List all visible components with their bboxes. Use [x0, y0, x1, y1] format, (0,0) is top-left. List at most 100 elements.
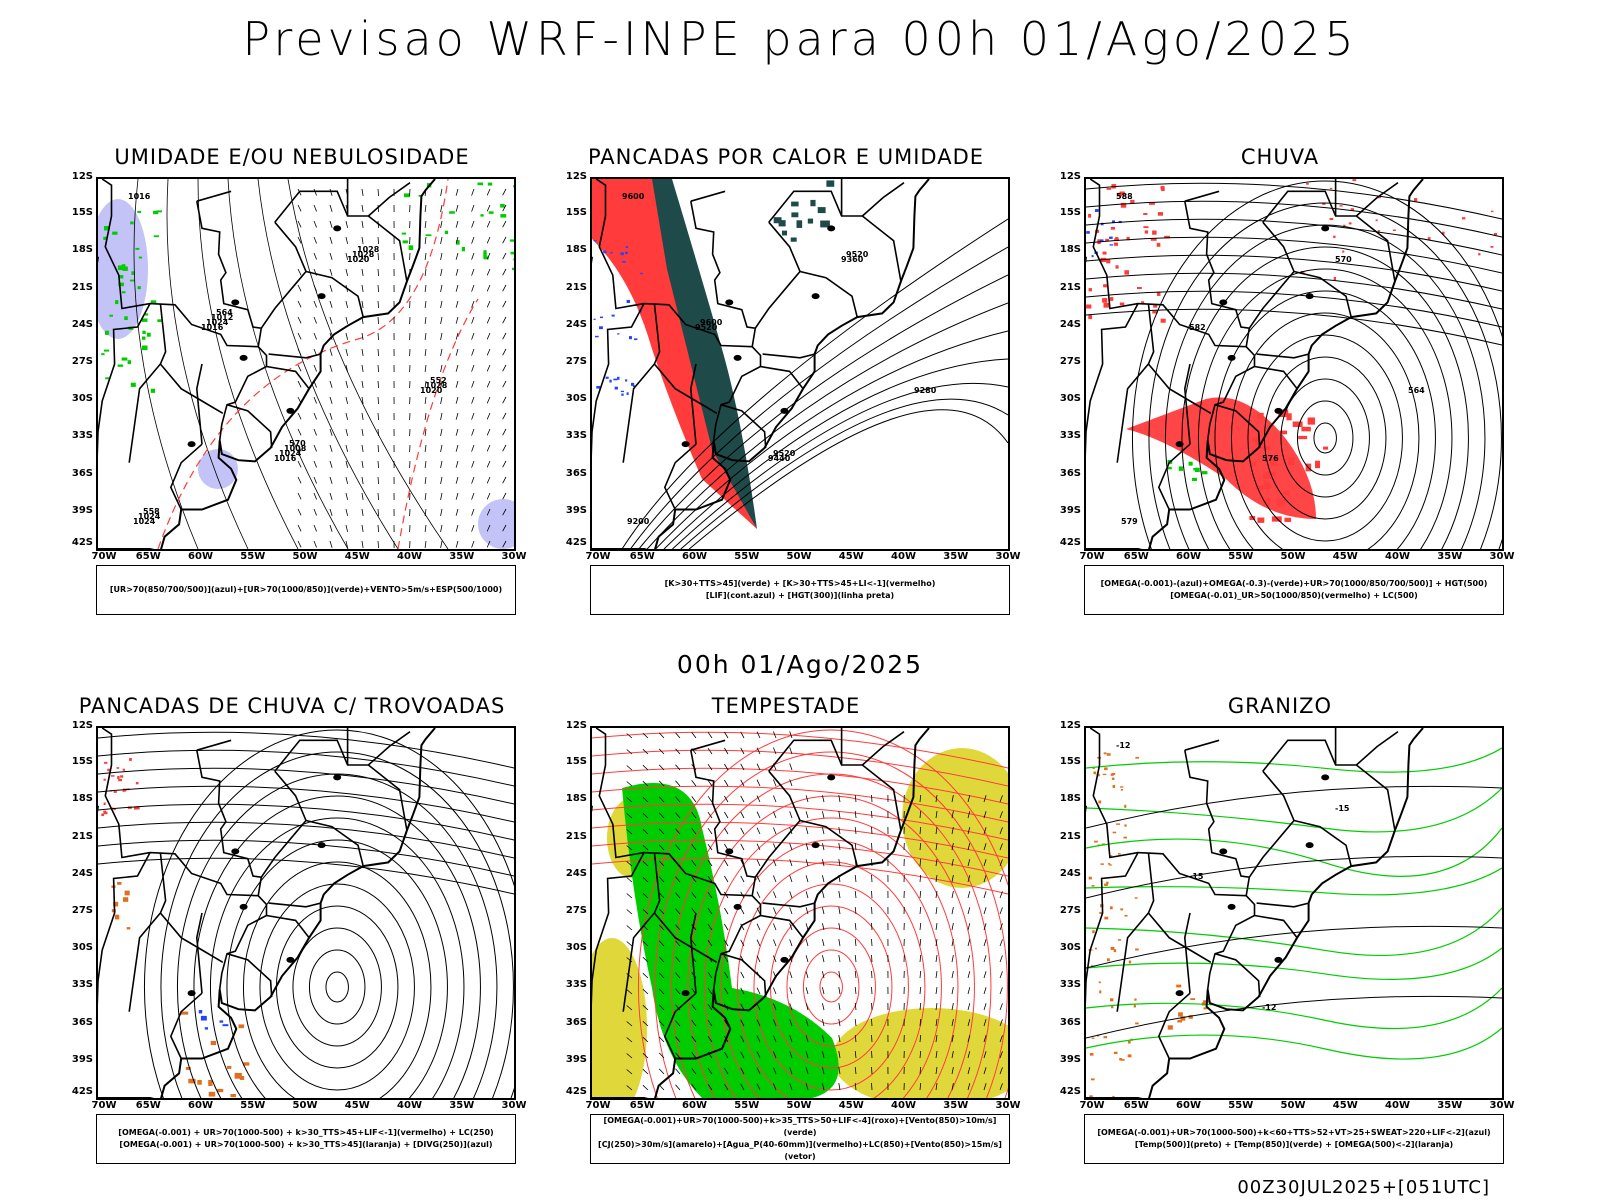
humidity-blue-area [198, 449, 238, 489]
storm-red-patch [103, 802, 106, 806]
wind-arrow [854, 795, 857, 803]
rain-red-patch [1252, 438, 1259, 442]
storm-orange-patch [188, 1078, 196, 1084]
lon-tick-label: 45W [838, 1100, 864, 1111]
streamline [1086, 290, 1502, 328]
wind-arrow [675, 1084, 681, 1091]
wind-arrow [789, 763, 793, 771]
country-border [1183, 912, 1191, 994]
wind-arrow [854, 827, 857, 835]
wind-arrow [740, 1083, 745, 1091]
lake [780, 407, 789, 414]
wind-arrow [440, 540, 443, 548]
lat-tick-label: 33S [1059, 430, 1081, 442]
lon-tick-label: 30W [1489, 551, 1515, 562]
pressure-isobar [687, 795, 975, 1098]
wind-arrow [740, 1067, 745, 1075]
thickness-contour [397, 298, 479, 549]
omega-orange-patch [1089, 1095, 1093, 1098]
pressure-isobar [1296, 400, 1354, 476]
wind-arrow [999, 939, 1003, 947]
omega-orange-patch [1124, 824, 1127, 827]
storm-orange-patch [208, 1091, 216, 1097]
legend-line-1: [OMEGA(-0.001)+UR>70(1000-500)+k<60+TTS>… [1097, 1128, 1491, 1137]
wind-arrow [642, 1068, 649, 1075]
wind-arrow [345, 380, 348, 388]
pressure-isobar [670, 773, 992, 1098]
humidity-green-patch [142, 345, 148, 351]
storm-orange-patch [230, 1094, 236, 1098]
wind-arrow [675, 972, 681, 979]
lif-blue-contour [625, 246, 629, 249]
humidity-green-patch [444, 230, 449, 235]
wind-arrow [805, 971, 809, 979]
streamline [98, 803, 514, 841]
wind-arrow [983, 811, 987, 819]
wind-arrow [967, 987, 971, 995]
wind-arrow [626, 925, 633, 931]
rain-red-patch [1265, 498, 1271, 506]
country-border [226, 952, 273, 997]
rain-blue-patch [1100, 222, 1104, 226]
humidity-green-patch [105, 330, 109, 335]
streamline [592, 767, 1008, 805]
wind-arrow [675, 1036, 681, 1043]
lat-tick-label: 24S [1059, 318, 1081, 330]
rain-red-patch [1106, 259, 1111, 264]
omega-orange-patch [1110, 906, 1113, 910]
latitude-axis: 12S 15S 18S 21S 24S 27S 30S 33S 36S 39S 42S [57, 720, 96, 1100]
wind-arrow [999, 827, 1003, 835]
wind-arrow [805, 859, 809, 867]
country-border [663, 992, 697, 1059]
wind-arrow [838, 1051, 841, 1059]
wind-arrow [455, 412, 459, 420]
rain-red-patch [1088, 288, 1092, 292]
wind-arrow [377, 412, 379, 421]
contour-label: -12 [1262, 1003, 1276, 1012]
wind-arrow [675, 908, 681, 915]
omega-orange-patch [1092, 767, 1095, 770]
panel-granizo: GRANIZO 12S 15S 18S 21S 24S 27S 30S 33S 36S 39S 42… [1045, 694, 1515, 1174]
rain-red-patch [1250, 461, 1257, 467]
wind-arrow [361, 364, 364, 372]
lake [1227, 903, 1236, 910]
wind-arrow [455, 524, 459, 532]
wind-arrow [951, 1035, 954, 1043]
wind-arrow [838, 907, 841, 915]
wind-arrow [983, 1035, 987, 1043]
wind-arrow [919, 826, 922, 835]
wind-arrow [486, 188, 491, 196]
wind-arrow [935, 955, 938, 963]
contour-label: 1016 [201, 323, 224, 332]
contour-label: -12 [1116, 741, 1130, 750]
rain-red-patch [1103, 284, 1108, 288]
rain-red-patch [1352, 179, 1357, 182]
lat-tick-label: 36S [565, 1016, 587, 1028]
humidity-green-patch [483, 252, 487, 257]
panel-title: GRANIZO [1227, 694, 1333, 718]
wind-arrow [455, 364, 459, 372]
wind-arrow [626, 861, 633, 867]
humidity-green-patch [105, 377, 109, 380]
wind-arrow [999, 1019, 1003, 1027]
wind-arrow [329, 364, 333, 372]
contour-label: 9280 [914, 386, 937, 395]
storm-red-patch [110, 775, 115, 777]
lat-tick-label: 18S [71, 793, 93, 805]
lon-tick-label: 65W [1123, 551, 1149, 562]
omega-orange-patch [1124, 914, 1128, 917]
legend-line-1: [OMEGA(-0.001)-(azul)+OMEGA(-0.3)-(verde… [1100, 579, 1488, 588]
omega-orange-patch [1127, 1040, 1131, 1044]
wind-arrow [329, 316, 333, 324]
rain-red-patch [1329, 187, 1333, 190]
humidity-green-patch [402, 240, 408, 244]
wind-arrow [773, 731, 777, 739]
temp850-contour [1086, 907, 1502, 956]
country-border [196, 201, 263, 347]
hgt-contour [680, 398, 1008, 549]
rain-green-patch [1167, 466, 1172, 470]
wind-arrow [297, 236, 302, 244]
wind-arrow [626, 877, 633, 883]
lake [1321, 774, 1330, 781]
lat-tick-label: 24S [71, 867, 93, 879]
